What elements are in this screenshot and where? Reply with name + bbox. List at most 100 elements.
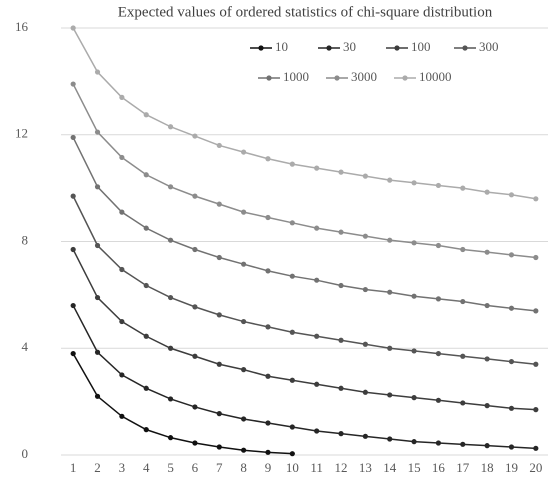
series-line xyxy=(72,83,536,259)
x-tick-label: 8 xyxy=(240,460,247,475)
point xyxy=(533,445,539,451)
point xyxy=(241,318,247,325)
point xyxy=(484,249,490,255)
point xyxy=(289,451,295,457)
x-tick-label: 5 xyxy=(167,460,174,475)
series-line xyxy=(72,195,536,366)
point xyxy=(216,254,222,261)
legend-marker xyxy=(326,45,332,51)
point xyxy=(289,161,295,167)
point xyxy=(119,154,125,161)
point xyxy=(143,385,149,391)
point xyxy=(216,142,222,149)
point xyxy=(167,294,174,301)
point xyxy=(362,341,368,347)
point xyxy=(192,353,198,359)
point xyxy=(484,356,490,362)
point xyxy=(119,372,125,378)
point xyxy=(314,165,320,171)
point xyxy=(70,350,76,357)
point xyxy=(94,393,101,399)
point xyxy=(265,268,271,274)
point xyxy=(411,180,417,186)
point xyxy=(119,266,125,273)
point xyxy=(460,246,466,253)
point xyxy=(508,444,515,450)
y-tick-label: 16 xyxy=(15,19,29,34)
point xyxy=(289,377,295,383)
x-tick-label: 12 xyxy=(335,460,348,475)
point xyxy=(241,416,247,422)
point xyxy=(70,81,76,87)
point xyxy=(435,182,442,189)
legend-label: 10000 xyxy=(419,69,452,84)
point xyxy=(338,229,344,235)
point xyxy=(435,350,442,357)
point xyxy=(533,361,539,367)
point xyxy=(143,112,149,118)
point xyxy=(435,440,442,446)
point xyxy=(70,193,76,199)
point xyxy=(192,304,198,310)
point xyxy=(411,348,417,354)
point xyxy=(289,329,295,335)
x-tick-label: 19 xyxy=(505,460,518,475)
point xyxy=(94,184,101,190)
point xyxy=(265,156,271,162)
point xyxy=(216,201,222,207)
x-tick-label: 4 xyxy=(143,460,150,475)
point xyxy=(508,358,515,365)
point xyxy=(216,411,222,417)
point xyxy=(143,427,149,433)
y-tick-label: 8 xyxy=(22,232,29,247)
point xyxy=(192,133,198,139)
point xyxy=(192,193,198,199)
point xyxy=(216,361,222,367)
point xyxy=(533,254,539,261)
point xyxy=(70,246,76,253)
point xyxy=(265,449,271,455)
point xyxy=(508,405,515,411)
point xyxy=(533,196,539,202)
chart-title: Expected values of ordered statistics of… xyxy=(118,4,493,20)
point xyxy=(362,286,368,293)
legend-marker xyxy=(266,75,272,81)
point xyxy=(338,169,344,175)
point xyxy=(143,333,149,339)
x-tick-label: 9 xyxy=(265,460,272,475)
x-tick-label: 7 xyxy=(216,460,223,475)
point xyxy=(216,444,222,450)
point xyxy=(435,242,442,249)
point xyxy=(411,293,417,299)
legend-label: 100 xyxy=(411,39,431,54)
x-tick-label: 6 xyxy=(192,460,199,475)
point xyxy=(411,240,417,246)
legend-marker xyxy=(462,45,468,51)
y-tick-label: 0 xyxy=(22,446,29,461)
point xyxy=(508,192,515,198)
x-tick-label: 17 xyxy=(456,460,470,475)
legend-label: 3000 xyxy=(351,69,377,84)
y-tick-label: 4 xyxy=(22,339,29,354)
point xyxy=(484,189,490,195)
point xyxy=(411,395,417,401)
point xyxy=(484,443,490,449)
point xyxy=(167,345,174,351)
x-tick-label: 15 xyxy=(408,460,421,475)
legend-marker xyxy=(258,45,264,51)
point xyxy=(314,333,320,339)
point xyxy=(241,261,247,267)
point xyxy=(192,404,198,410)
point xyxy=(508,305,515,311)
legend-marker xyxy=(394,45,400,51)
point xyxy=(167,124,174,130)
point xyxy=(265,324,271,330)
series-line xyxy=(72,27,536,200)
point xyxy=(143,225,149,231)
x-tick-label: 14 xyxy=(383,460,397,475)
point xyxy=(265,373,271,379)
point xyxy=(362,433,368,439)
point xyxy=(314,381,320,387)
point xyxy=(119,318,125,325)
point xyxy=(70,302,76,309)
